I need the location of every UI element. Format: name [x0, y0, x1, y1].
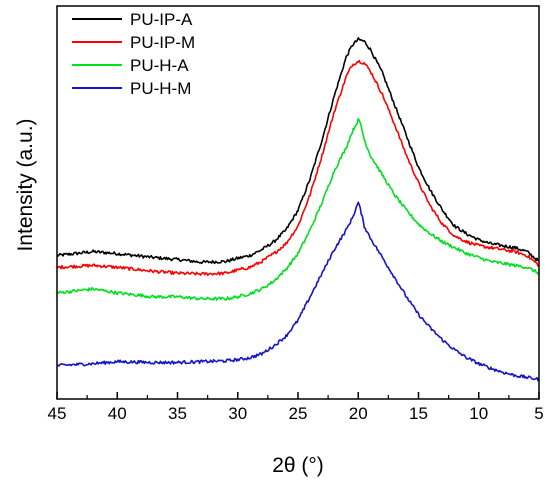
x-axis-title: 2θ (°): [272, 454, 324, 477]
series-line-pu-h-a: [56, 117, 540, 301]
x-tick-label: 35: [168, 404, 187, 423]
x-tick-label: 45: [48, 404, 67, 423]
x-tick-label: 30: [228, 404, 247, 423]
legend-label: PU-IP-A: [130, 10, 193, 29]
y-axis-title: Intensity (a.u.): [14, 118, 37, 251]
x-tick-label: 10: [469, 404, 488, 423]
legend: PU-IP-A PU-IP-M PU-H-A PU-H-M: [72, 10, 195, 98]
legend-label: PU-IP-M: [130, 33, 195, 52]
x-tick-label: 20: [349, 404, 368, 423]
x-axis-ticks: 45 40 35 30 25 20 15 10 5: [48, 392, 544, 423]
legend-label: PU-H-M: [130, 79, 191, 98]
x-tick-label: 15: [409, 404, 428, 423]
series-line-pu-ip-a: [56, 37, 540, 265]
series-line-pu-ip-m: [56, 59, 540, 277]
x-tick-label: 40: [108, 404, 127, 423]
x-tick-label: 25: [289, 404, 308, 423]
x-tick-label: 5: [534, 404, 543, 423]
series-layer: [56, 37, 540, 382]
legend-label: PU-H-A: [130, 56, 189, 75]
series-line-pu-h-m: [56, 201, 540, 382]
